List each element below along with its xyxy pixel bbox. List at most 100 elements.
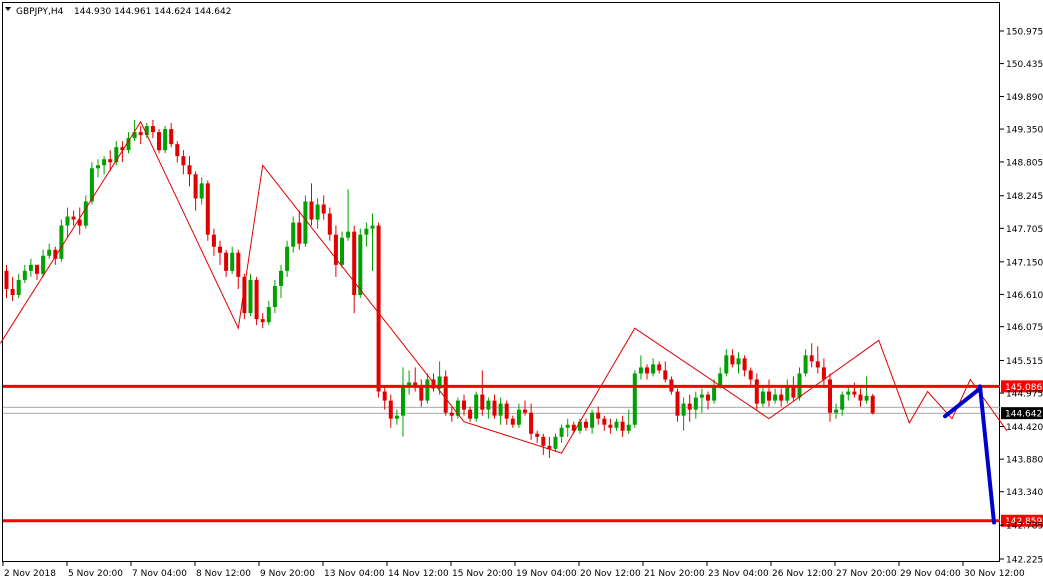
y-tick-label: 150.435 bbox=[1006, 60, 1043, 70]
candle-body bbox=[157, 132, 161, 151]
candle-body bbox=[718, 373, 723, 386]
level-price-tag bbox=[1001, 380, 1043, 393]
candle-body bbox=[785, 385, 790, 401]
y-tick-label: 146.075 bbox=[1006, 323, 1043, 333]
candle-body bbox=[706, 394, 710, 401]
candle-body bbox=[675, 391, 680, 416]
dropdown-triangle-icon[interactable] bbox=[5, 7, 11, 11]
y-tick-label: 144.420 bbox=[1006, 423, 1043, 433]
x-tick-label: 7 Nov 04:00 bbox=[132, 569, 187, 579]
level-price-label: 145.086 bbox=[1005, 383, 1042, 393]
candle-body bbox=[596, 412, 601, 419]
candle-body bbox=[437, 376, 442, 389]
y-tick-label: 143.340 bbox=[1006, 488, 1043, 498]
candle-body bbox=[541, 436, 546, 446]
candle-body bbox=[809, 355, 814, 362]
y-tick-label: 144.975 bbox=[1006, 390, 1043, 400]
x-tick-label: 23 Nov 04:00 bbox=[708, 569, 769, 579]
projection-up-leg[interactable] bbox=[943, 386, 982, 419]
y-tick-label: 146.610 bbox=[1006, 291, 1043, 301]
candle-body bbox=[760, 391, 765, 404]
x-tick-label: 21 Nov 20:00 bbox=[644, 569, 705, 579]
candle-body bbox=[327, 213, 332, 235]
y-tick-label: 149.890 bbox=[1006, 93, 1043, 103]
candle-body bbox=[126, 138, 131, 151]
candle-body bbox=[681, 403, 686, 416]
symbol-label: GBPJPY,H4 bbox=[16, 7, 64, 17]
projection-down-leg[interactable] bbox=[978, 384, 996, 525]
horizontal-levels[interactable]: 145.086 142.859 144.642 bbox=[3, 380, 1043, 527]
candle-body bbox=[144, 126, 149, 136]
x-tick-label: 30 Nov 12:00 bbox=[964, 569, 1025, 579]
candle-body bbox=[419, 385, 424, 401]
candle-body bbox=[199, 183, 204, 199]
candle-body bbox=[602, 418, 607, 425]
candle-body bbox=[754, 379, 759, 404]
candle-body bbox=[834, 409, 839, 413]
candle-body bbox=[651, 364, 656, 374]
projection-arrow[interactable] bbox=[943, 384, 996, 525]
candle-body bbox=[638, 367, 643, 374]
candle-body bbox=[407, 382, 412, 386]
y-tick-label: 142.225 bbox=[1006, 556, 1043, 566]
candle-body bbox=[10, 288, 15, 295]
y-tick-label: 148.245 bbox=[1006, 192, 1043, 202]
candle-body bbox=[260, 319, 265, 323]
candle-body bbox=[571, 424, 576, 431]
candle-body bbox=[333, 234, 338, 265]
y-tick-label: 147.705 bbox=[1006, 225, 1043, 235]
x-tick-label: 14 Nov 12:00 bbox=[388, 569, 449, 579]
candle-body bbox=[218, 246, 222, 253]
candle-body bbox=[114, 147, 119, 163]
candle-body bbox=[462, 400, 466, 410]
candle-body bbox=[65, 216, 70, 226]
candle-body bbox=[608, 424, 613, 428]
candle-body bbox=[47, 249, 52, 256]
candle-body bbox=[41, 255, 46, 274]
candle-body bbox=[773, 394, 778, 401]
candle-body bbox=[559, 427, 564, 437]
x-tick-label: 15 Nov 20:00 bbox=[452, 569, 513, 579]
candle-body bbox=[382, 391, 387, 401]
candle-body bbox=[71, 216, 76, 220]
chart-header: GBPJPY,H4 144.930 144.961 144.624 144.64… bbox=[5, 7, 231, 17]
candle-body bbox=[388, 400, 393, 419]
price-axis: 150.975 150.435 149.890 149.350 148.805 148.2… bbox=[1000, 28, 1043, 566]
x-tick-label: 27 Nov 20:00 bbox=[836, 569, 897, 579]
candle-body bbox=[840, 394, 845, 410]
candle-body bbox=[346, 231, 351, 238]
candle-body bbox=[205, 183, 210, 235]
x-tick-label: 26 Nov 12:00 bbox=[772, 569, 833, 579]
candle-body bbox=[120, 147, 125, 151]
candle-body bbox=[858, 394, 863, 401]
y-tick-label: 145.515 bbox=[1006, 357, 1043, 367]
candle-body bbox=[352, 231, 357, 295]
candle-body bbox=[516, 409, 521, 425]
candle-body bbox=[242, 276, 247, 314]
candle-body bbox=[468, 409, 473, 419]
candle-body bbox=[248, 279, 253, 314]
candle-body bbox=[699, 394, 704, 398]
ohlc-values: 144.930 144.961 144.624 144.642 bbox=[74, 7, 231, 17]
candle-body bbox=[315, 204, 320, 220]
candle-body bbox=[358, 234, 363, 295]
x-tick-label: 2 Nov 2018 bbox=[4, 569, 56, 579]
candle-body bbox=[614, 421, 619, 428]
candle-body bbox=[431, 379, 436, 389]
candle-body bbox=[425, 379, 430, 401]
level-price-tag bbox=[1001, 514, 1043, 527]
candle-body bbox=[211, 234, 216, 247]
level-price-label: 142.859 bbox=[1005, 517, 1042, 527]
candle-body bbox=[486, 400, 491, 410]
candle-body bbox=[150, 126, 155, 133]
x-tick-label: 9 Nov 20:00 bbox=[260, 569, 315, 579]
candle-body bbox=[590, 412, 595, 428]
candle-body bbox=[138, 132, 143, 136]
candle-body bbox=[193, 174, 198, 199]
x-tick-label: 13 Nov 04:00 bbox=[324, 569, 385, 579]
candle-body bbox=[291, 222, 296, 247]
current-price-label: 144.642 bbox=[1005, 410, 1042, 420]
candle-body bbox=[864, 395, 869, 401]
